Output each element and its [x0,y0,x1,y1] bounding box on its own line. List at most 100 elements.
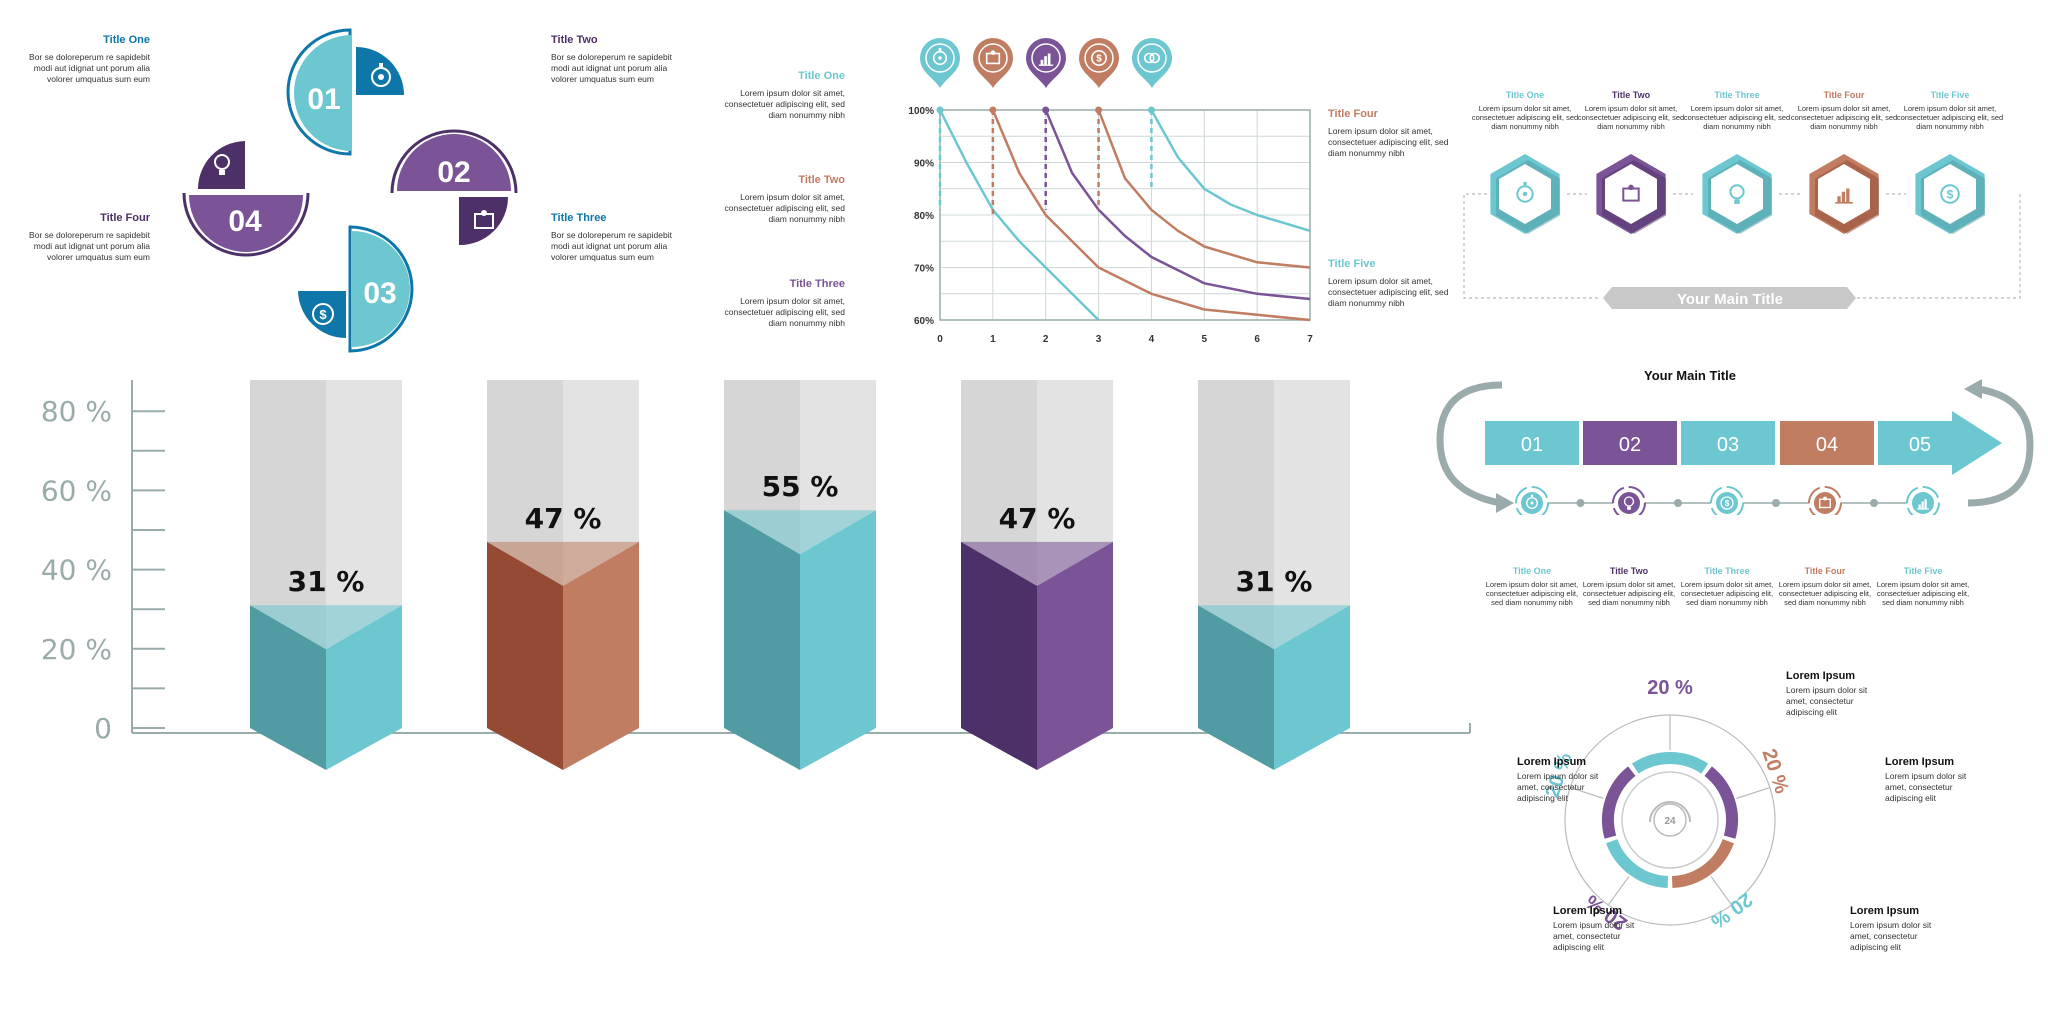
stopwatch-icon [932,48,948,66]
donut-note-text: Lorem ipsum dolor sit amet, consectetur … [1885,771,1967,803]
process-note: Title Four Lorem ipsum dolor sit amet, co… [1773,566,1877,607]
donut-spoke [1607,876,1630,906]
y-tick-label: 100% [908,106,934,117]
lightbulb-icon [214,154,230,175]
process-step: 02 [1583,421,1677,465]
donut-center-label: 24 [1664,816,1676,827]
cycle-note-title: Title Four [100,212,150,224]
cycle-number: 03 [363,277,396,310]
donut-segment [1631,751,1709,774]
hex-note-title: Title Three [1714,90,1760,100]
process-note: Title Two Lorem ipsum dolor sit amet, con… [1577,566,1681,607]
decay-line-chart: 60% 70% 80% 90% 100% 0 1 2 3 4 5 6 7 $ [908,38,1313,345]
series-start-point [1147,106,1155,114]
bar-chart-icon [1835,188,1853,204]
value-label: 31 % [288,565,365,598]
process-note: Title Three Lorem ipsum dolor sit amet, c… [1675,566,1779,607]
main-bar-chart: 020 %40 %60 %80 %100 %201231 %201347 %20… [41,380,1471,770]
donut-segment [1671,838,1734,888]
decay-note-5: Title Five Lorem ipsum dolor sit amet, c… [1328,258,1453,309]
hex-graphic: Your Main Title $ [1463,154,2021,309]
x-tick-label: 1 [990,334,996,345]
donut-note-title: Lorem Ipsum [1850,905,1920,917]
hex-main-title: Your Main Title [1677,291,1783,308]
cycle-note-text: Bor se doloreperum re sapidebit modi aut… [551,230,672,262]
cycle-note-title: Title Three [551,212,607,224]
donut-spoke [1736,786,1771,799]
decay-note-title: Title Four [1328,108,1378,120]
y-tick-label: 20 % [41,633,112,666]
hex-note-title: Title Two [1611,90,1651,100]
decay-note-1: Title One Lorem ipsum dolor sit amet, co… [720,70,846,121]
svg-text:$: $ [1947,187,1954,201]
donut-note-text: Lorem ipsum dolor sit amet, consectetur … [1850,920,1932,952]
bar-fill-left [250,605,326,770]
series-start-point [936,106,944,114]
process-note-text: Lorem ipsum dolor sit amet, consectetuer… [1582,580,1676,607]
decay-note-2: Title Two Lorem ipsum dolor sit amet, co… [720,174,846,225]
donut-spoke [1569,786,1604,799]
bar-fill-right [1274,605,1350,770]
hex-step [1702,154,1772,234]
donut-note-title: Lorem Ipsum [1517,756,1587,768]
series-start-point [1042,106,1050,114]
y-tick-label: 40 % [41,554,112,587]
bar-background-left [1198,380,1274,650]
pin-marker [920,38,960,88]
donut-note-text: Lorem ipsum dolor sit amet, consectetur … [1786,685,1868,717]
hex-note: Title Four Lorem ipsum dolor sit amet, co… [1789,90,1899,131]
bar-fill-right [563,541,639,770]
donut-segment [1601,766,1636,839]
hex-step [1490,154,1560,234]
pin-marker [1132,38,1172,88]
hex-note-text: Lorem ipsum dolor sit amet, consectetuer… [1790,104,1898,131]
hex-note-title: Title One [1505,90,1545,100]
svg-text:$: $ [1725,499,1730,508]
hex-note: Title Five Lorem ipsum dolor sit amet, co… [1895,90,2005,131]
cycle-segment-02: 02 [390,129,518,246]
process-graphic: 01 02 03 04 05 $ [1436,379,2034,515]
y-tick-label: 90% [914,159,934,170]
y-tick-label: 80 % [41,395,112,428]
cycle-number: 04 [228,205,262,238]
process-note-title: Title Two [1609,566,1649,576]
series-line [938,109,1100,321]
x-tick-label: 0 [937,334,943,345]
process-dot [1772,499,1780,507]
bar-2014 [724,380,876,770]
plot-frame [939,109,1311,321]
cycle-note-text: Bor se doloreperum re sapidebit modi aut… [551,52,672,84]
cycle-graphic: 01 02 $ 03 [182,28,518,353]
cycle-note-title: Title Two [551,34,598,46]
hex-step: $ [1915,154,1985,234]
pin-marker [973,38,1013,88]
pin-marker: $ [1079,38,1119,88]
process-note-text: Lorem ipsum dolor sit amet, consectetuer… [1778,580,1872,607]
series-line [1150,109,1311,232]
decay-note-text: Lorem ipsum dolor sit amet, consectetuer… [724,296,846,328]
process-dot [1576,499,1585,507]
bar-fill-left [487,541,563,770]
hex-note-text: Lorem ipsum dolor sit amet, consectetuer… [1896,104,2004,131]
bar-fill-right [800,510,876,770]
dollar-icon: $ [312,303,334,325]
y-tick-label: 70% [914,264,934,275]
bar-fill-top [724,510,876,555]
y-tick-label: 0 [94,712,112,745]
decay-note-text: Lorem ipsum dolor sit amet, consectetuer… [724,192,846,224]
series-start-point [989,106,997,114]
stopwatch-icon [371,63,391,87]
bar-fill-left [724,510,800,770]
stopwatch-icon [1526,494,1538,509]
y-tick-label: 60% [914,316,934,327]
x-tick-label: 3 [1096,334,1102,345]
hex-note: Title Three Lorem ipsum dolor sit amet, c… [1682,90,1792,131]
decay-note-text: Lorem ipsum dolor sit amet, consectetuer… [1328,126,1449,158]
svg-text:$: $ [319,307,327,322]
dollar-icon: $ [1090,49,1108,67]
process-note-text: Lorem ipsum dolor sit amet, consectetuer… [1485,580,1579,607]
pin-marker [1026,38,1066,88]
cycle-note-1: Title One Bor se doloreperum re sapidebi… [20,34,150,85]
decay-note-title: Title One [798,70,845,82]
